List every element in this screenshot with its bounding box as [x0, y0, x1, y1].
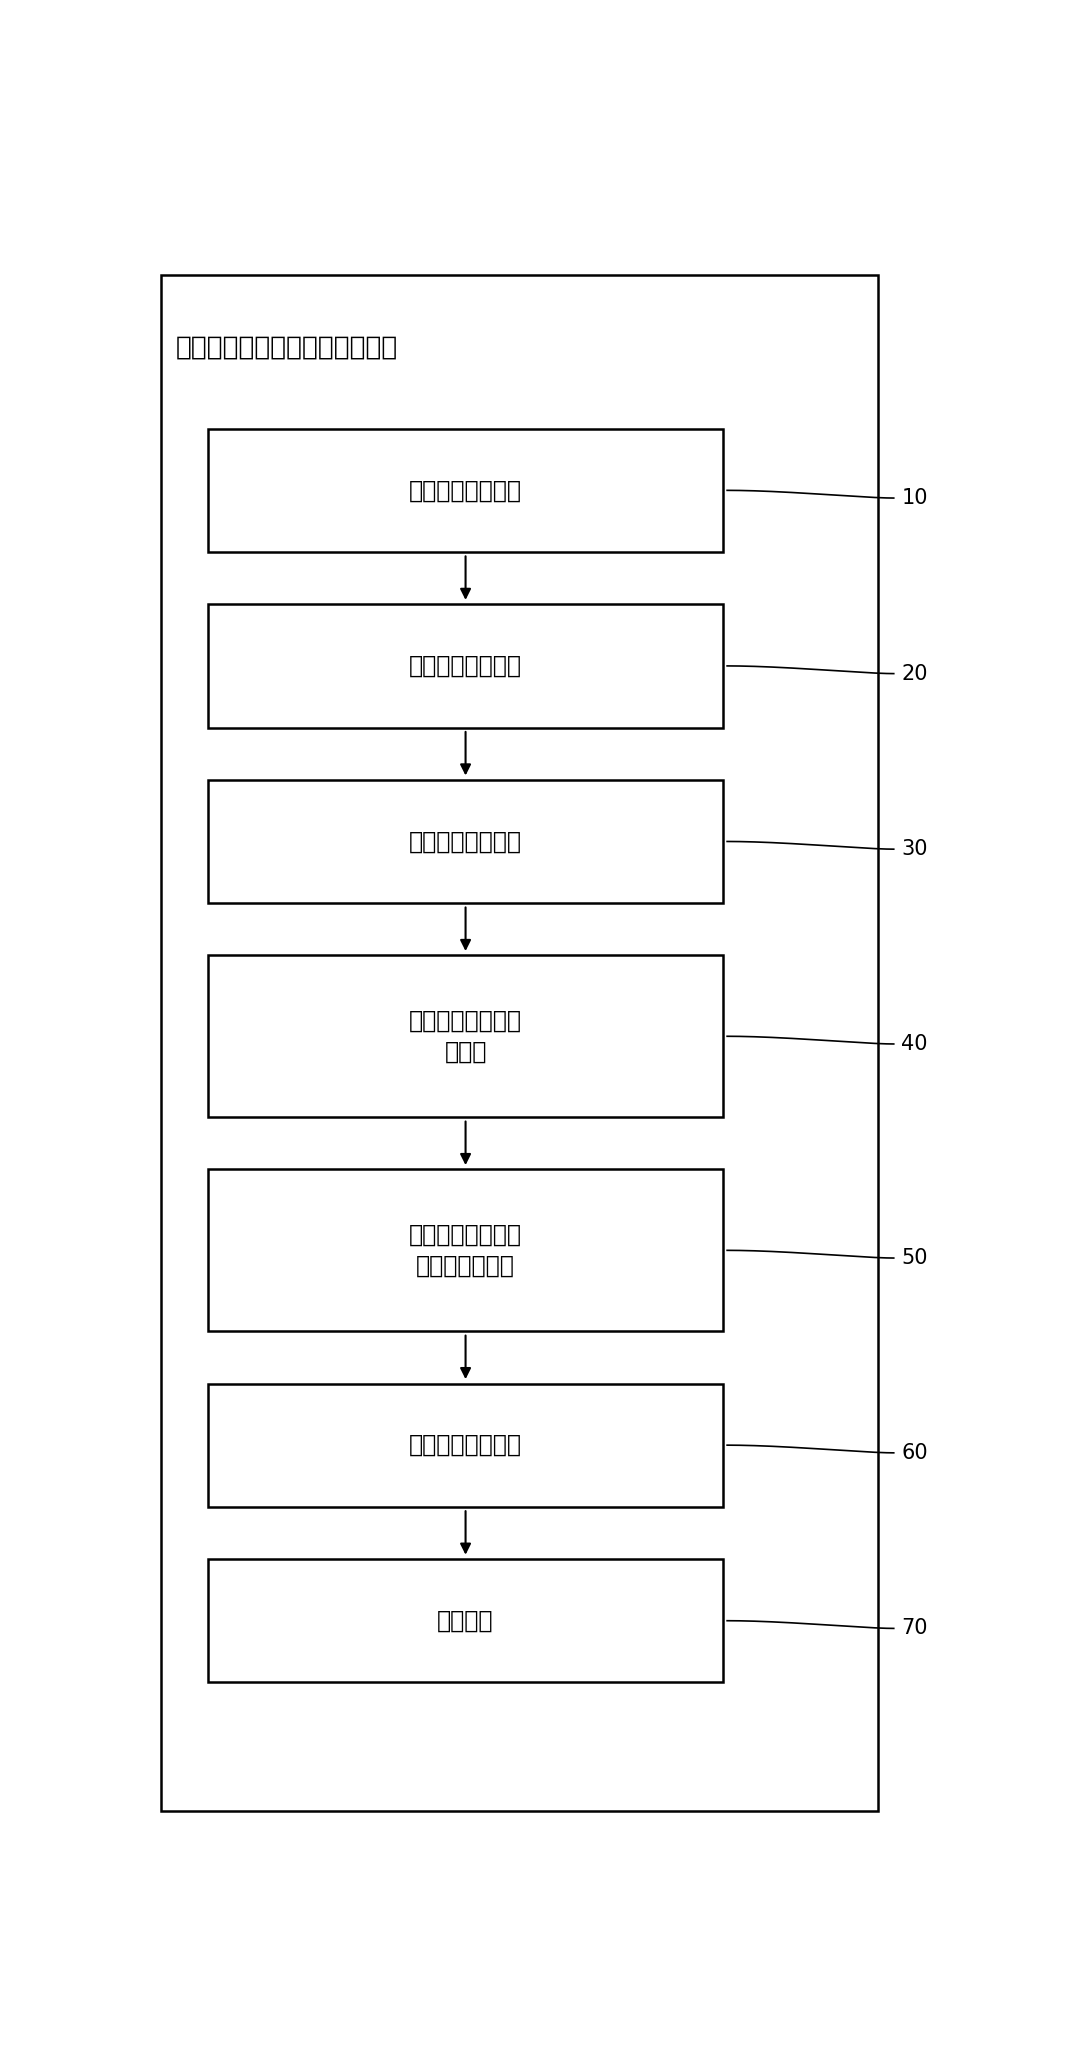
- Text: 靶纸区域提取模块: 靶纸区域提取模块: [409, 655, 522, 677]
- Text: 弹孔区域提取模块: 弹孔区域提取模块: [409, 1433, 522, 1458]
- Bar: [208, 1169, 723, 1332]
- Bar: [161, 275, 879, 1811]
- Text: 50: 50: [901, 1247, 928, 1268]
- Bar: [208, 1559, 723, 1683]
- Text: 30: 30: [901, 838, 928, 859]
- Text: 计算模块: 计算模块: [437, 1609, 494, 1633]
- Text: 靶环中心区域及数
字区域提取模块: 靶环中心区域及数 字区域提取模块: [409, 1222, 522, 1278]
- Text: 第一图像采集模块: 第一图像采集模块: [409, 479, 522, 502]
- Bar: [208, 956, 723, 1117]
- Bar: [208, 781, 723, 902]
- Text: 40: 40: [901, 1035, 928, 1053]
- Text: 10: 10: [901, 487, 928, 508]
- Bar: [208, 1384, 723, 1507]
- Text: 人像区域提取模块: 人像区域提取模块: [409, 830, 522, 853]
- Bar: [208, 430, 723, 551]
- Text: 靶环分界带区域提
取模块: 靶环分界带区域提 取模块: [409, 1008, 522, 1063]
- Text: 激光模拟射击靶像采集处理装置: 激光模拟射击靶像采集处理装置: [175, 335, 397, 361]
- Text: 60: 60: [901, 1443, 928, 1462]
- Text: 20: 20: [901, 663, 928, 684]
- Bar: [208, 605, 723, 727]
- Text: 70: 70: [901, 1619, 928, 1638]
